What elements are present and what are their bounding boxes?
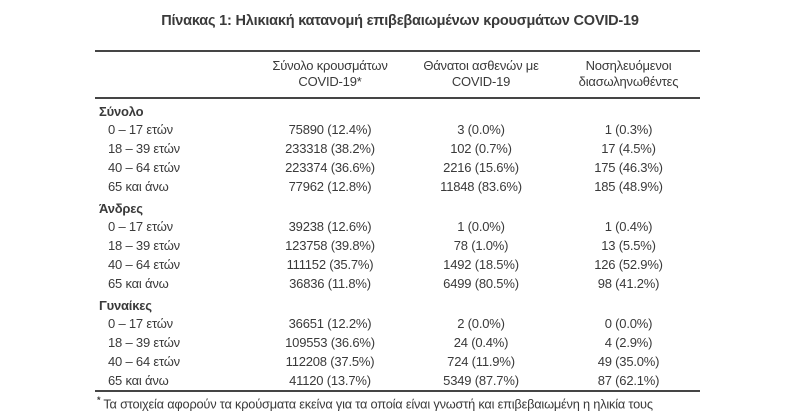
table-row: 65 και άνω 41120 (13.7%) 5349 (87.7%) 87… xyxy=(95,371,700,391)
table-title: Πίνακας 1: Ηλικιακή κατανομή επιβεβαιωμέ… xyxy=(161,13,639,29)
intubated-value: 49 (35.0%) xyxy=(597,354,660,369)
age-group-label: 40 – 64 ετών xyxy=(108,160,180,175)
intubated-value: 13 (5.5%) xyxy=(601,238,656,253)
age-group-label: 18 – 39 ετών xyxy=(108,238,180,253)
age-group-label: 65 και άνω xyxy=(108,276,169,291)
cases-value: 111152 (35.7%) xyxy=(286,257,374,272)
footnote-text: Τα στοιχεία αφορούν τα κρούσματα εκείνα … xyxy=(103,396,653,411)
age-group-label: 65 και άνω xyxy=(108,373,169,388)
header-empty-cell xyxy=(95,51,255,98)
header-deaths: Θάνατοι ασθενών με COVID-19 xyxy=(405,51,557,98)
intubated-value: 175 (46.3%) xyxy=(594,160,663,175)
cases-value: 36836 (11.8%) xyxy=(289,276,371,291)
header-deaths-line1: Θάνατοι ασθενών με xyxy=(423,58,539,73)
cases-value: 112208 (37.5%) xyxy=(285,354,375,369)
header-intubated-line1: Νοσηλευόμενοι xyxy=(585,58,672,73)
footnote: * Τα στοιχεία αφορούν τα κρούσματα εκείνα… xyxy=(97,393,705,411)
section-title: Γυναίκες xyxy=(99,298,152,313)
cases-value: 75890 (12.4%) xyxy=(288,122,372,137)
header-total-cases-line2: COVID-19* xyxy=(298,74,362,89)
cases-value: 109553 (36.6%) xyxy=(285,335,375,350)
age-group-label: 18 – 39 ετών xyxy=(108,335,180,350)
table-row: 18 – 39 ετών 109553 (36.6%) 24 (0.4%) 4 … xyxy=(95,333,700,352)
age-group-label: 0 – 17 ετών xyxy=(108,122,173,137)
intubated-value: 4 (2.9%) xyxy=(604,335,653,350)
section-header-total: Σύνολο xyxy=(95,98,700,120)
deaths-value: 2216 (15.6%) xyxy=(443,160,519,175)
deaths-value: 1 (0.0%) xyxy=(457,219,505,234)
table-row: 0 – 17 ετών 39238 (12.6%) 1 (0.0%) 1 (0.… xyxy=(95,217,700,236)
intubated-value: 1 (0.3%) xyxy=(604,122,653,137)
intubated-value: 185 (48.9%) xyxy=(594,179,663,194)
deaths-value: 24 (0.4%) xyxy=(453,335,509,350)
cases-value: 77962 (12.8%) xyxy=(288,179,372,194)
age-group-label: 18 – 39 ετών xyxy=(108,141,180,156)
header-intubated: Νοσηλευόμενοι διασωληνωθέντες xyxy=(557,51,700,98)
age-group-label: 0 – 17 ετών xyxy=(108,219,173,234)
section-title: Άνδρες xyxy=(99,201,143,216)
header-deaths-line2: COVID-19 xyxy=(451,74,511,89)
table-row: 40 – 64 ετών 223374 (36.6%) 2216 (15.6%)… xyxy=(95,158,700,177)
deaths-value: 102 (0.7%) xyxy=(450,141,512,156)
section-header-women: Γυναίκες xyxy=(95,293,700,314)
intubated-value: 87 (62.1%) xyxy=(597,373,660,388)
section-header-men: Άνδρες xyxy=(95,196,700,217)
cases-value: 223374 (36.6%) xyxy=(285,160,375,175)
deaths-value: 2 (0.0%) xyxy=(457,316,505,331)
table-row: 18 – 39 ετών 233318 (38.2%) 102 (0.7%) 1… xyxy=(95,139,700,158)
cases-value: 36651 (12.2%) xyxy=(288,316,372,331)
table-row: 40 – 64 ετών 111152 (35.7%) 1492 (18.5%)… xyxy=(95,255,700,274)
cases-value: 123758 (39.8%) xyxy=(285,238,375,253)
deaths-value: 724 (11.9%) xyxy=(447,354,515,369)
intubated-value: 1 (0.4%) xyxy=(604,219,653,234)
deaths-value: 11848 (83.6%) xyxy=(440,179,522,194)
table-row: 40 – 64 ετών 112208 (37.5%) 724 (11.9%) … xyxy=(95,352,700,371)
age-group-label: 65 και άνω xyxy=(108,179,169,194)
section-title: Σύνολο xyxy=(99,104,144,119)
header-total-cases: Σύνολο κρουσμάτων COVID-19* xyxy=(255,51,405,98)
deaths-value: 5349 (87.7%) xyxy=(443,373,519,388)
age-group-label: 40 – 64 ετών xyxy=(108,354,180,369)
table-row: 18 – 39 ετών 123758 (39.8%) 78 (1.0%) 13… xyxy=(95,236,700,255)
intubated-value: 126 (52.9%) xyxy=(594,257,663,272)
covid-age-distribution-table: Σύνολο κρουσμάτων COVID-19* Θάνατοι ασθε… xyxy=(95,50,700,392)
deaths-value: 6499 (80.5%) xyxy=(443,276,519,291)
deaths-value: 3 (0.0%) xyxy=(457,122,505,137)
deaths-value: 1492 (18.5%) xyxy=(443,257,519,272)
table-row: 65 και άνω 77962 (12.8%) 11848 (83.6%) 1… xyxy=(95,177,700,196)
table-row: 65 και άνω 36836 (11.8%) 6499 (80.5%) 98… xyxy=(95,274,700,293)
intubated-value: 0 (0.0%) xyxy=(604,316,653,331)
deaths-value: 78 (1.0%) xyxy=(453,238,509,253)
cases-value: 39238 (12.6%) xyxy=(288,219,372,234)
age-group-label: 40 – 64 ετών xyxy=(108,257,180,272)
cases-value: 41120 (13.7%) xyxy=(289,373,371,388)
footnote-asterisk: * xyxy=(97,395,101,405)
table-row: 0 – 17 ετών 36651 (12.2%) 2 (0.0%) 0 (0.… xyxy=(95,314,700,333)
header-total-cases-line1: Σύνολο κρουσμάτων xyxy=(272,58,388,73)
header-row: Σύνολο κρουσμάτων COVID-19* Θάνατοι ασθε… xyxy=(95,51,700,98)
age-group-label: 0 – 17 ετών xyxy=(108,316,173,331)
cases-value: 233318 (38.2%) xyxy=(285,141,375,156)
header-intubated-line2: διασωληνωθέντες xyxy=(578,74,679,89)
intubated-value: 98 (41.2%) xyxy=(597,276,660,291)
intubated-value: 17 (4.5%) xyxy=(601,141,656,156)
table-row: 0 – 17 ετών 75890 (12.4%) 3 (0.0%) 1 (0.… xyxy=(95,120,700,139)
